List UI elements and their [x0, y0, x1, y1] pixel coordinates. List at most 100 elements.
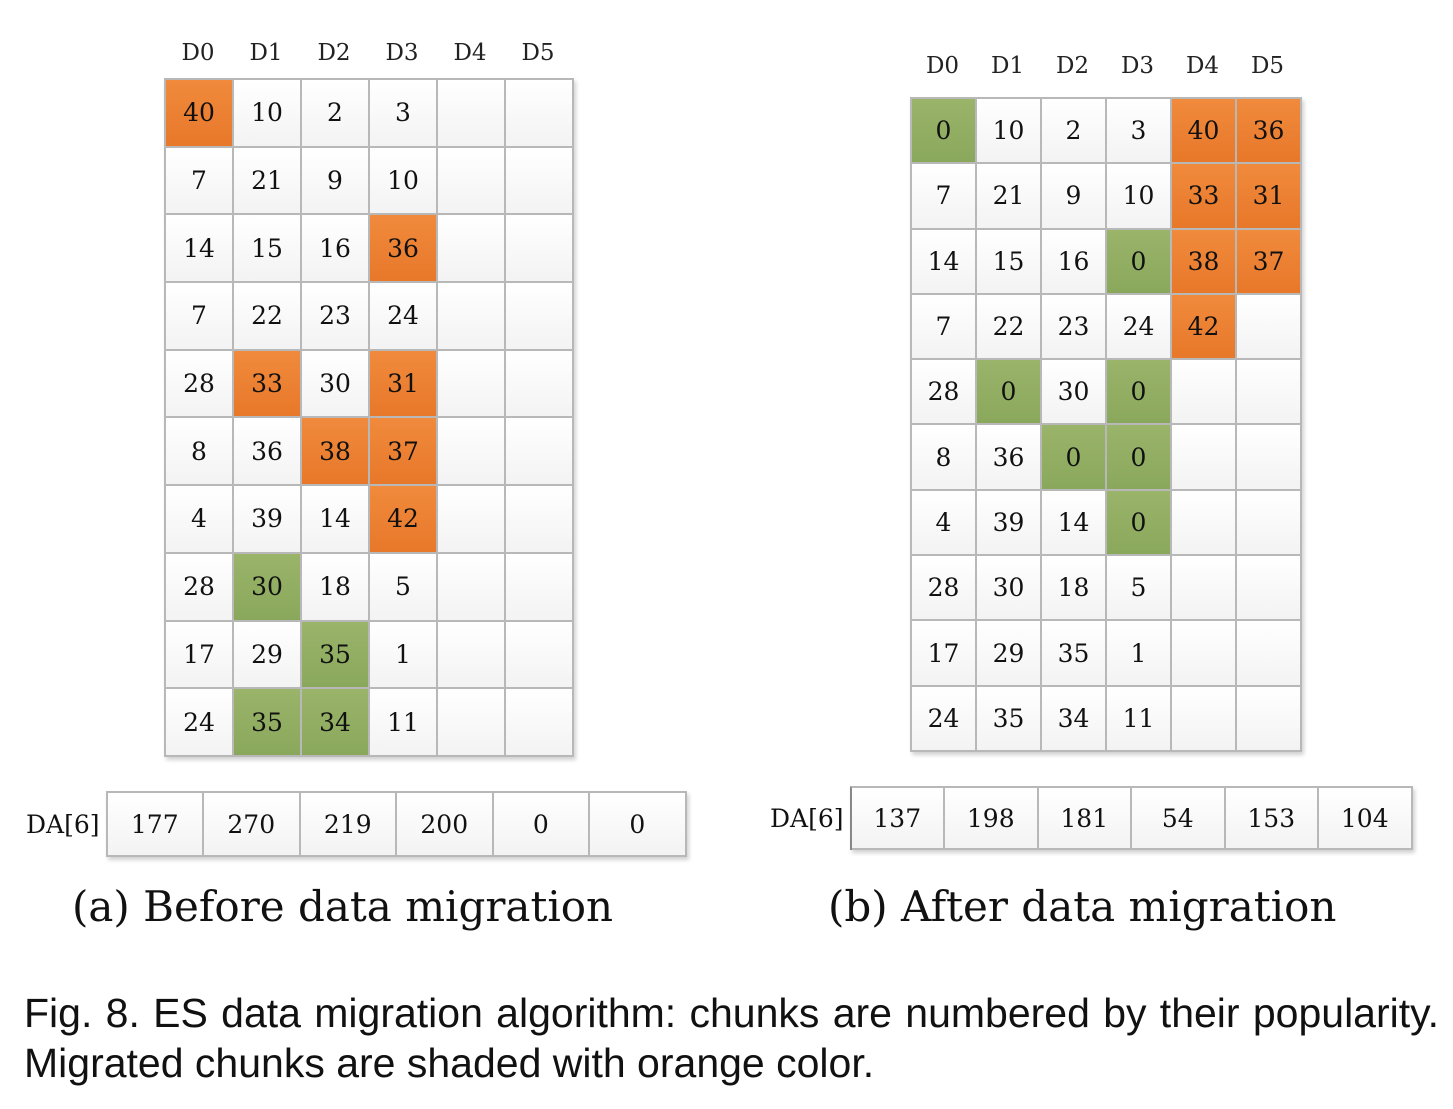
chunk-cell: 28 — [166, 350, 234, 419]
chunk-cell: 7 — [166, 147, 234, 216]
chunk-cell — [1237, 425, 1302, 491]
chunk-cell — [506, 418, 574, 487]
chunk-cell — [1237, 621, 1302, 687]
chunk-cell — [438, 283, 506, 351]
chunk-grid: 0 10 2 3 40 36 7 21 9 10 33 31 14 15 16 0 38 37 7 22 23 24 42 2… — [910, 97, 1302, 752]
chunk-cell: 10 — [977, 99, 1042, 165]
chunk-cell — [1172, 490, 1237, 557]
chunk-cell: 11 — [370, 689, 438, 757]
da-cell: 270 — [204, 793, 301, 857]
chunk-cell — [1172, 425, 1237, 491]
chunk-cell: 23 — [302, 283, 370, 351]
da-cell: 200 — [397, 793, 494, 857]
chunk-cell: 18 — [302, 553, 370, 622]
chunk-grid: 40 10 2 3 7 21 9 10 14 15 16 36 7 22 23 24 28 33 30 31 8 36 38… — [164, 78, 574, 757]
da-cell: 0 — [590, 793, 687, 857]
chunk-cell — [438, 350, 506, 419]
chunk-cell-green: 35 — [234, 689, 302, 757]
column-header: D1 — [990, 53, 1025, 79]
chunk-cell-orange: 37 — [1237, 229, 1302, 295]
column-header: D4 — [1185, 53, 1220, 79]
chunk-cell — [506, 215, 574, 284]
chunk-cell-green: 35 — [302, 621, 370, 690]
da-cell: 177 — [107, 793, 205, 857]
chunk-cell: 35 — [1042, 621, 1107, 687]
chunk-cell: 29 — [234, 621, 302, 690]
chunk-cell: 14 — [912, 229, 977, 295]
chunk-cell: 2 — [1042, 99, 1107, 165]
chunk-cell-green: 34 — [302, 689, 370, 757]
chunk-cell-orange: 42 — [1172, 294, 1237, 361]
column-header: D4 — [453, 40, 487, 66]
chunk-cell: 15 — [234, 215, 302, 284]
chunk-cell — [438, 486, 506, 554]
column-header: D5 — [1250, 53, 1285, 79]
chunk-cell — [1237, 686, 1302, 752]
chunk-cell: 7 — [166, 283, 234, 351]
chunk-cell: 21 — [977, 164, 1042, 230]
column-header: D0 — [181, 40, 215, 66]
column-header: D0 — [925, 53, 960, 79]
chunk-cell — [506, 689, 574, 757]
chunk-cell: 10 — [1107, 164, 1172, 230]
subcaption-b: (b) After data migration — [828, 882, 1337, 931]
chunk-cell: 30 — [1042, 360, 1107, 426]
chunk-cell-orange: 37 — [370, 418, 438, 487]
da-label: DA[6] — [770, 803, 844, 833]
chunk-cell — [506, 147, 574, 216]
chunk-cell — [1237, 294, 1302, 361]
chunk-cell: 39 — [234, 486, 302, 554]
chunk-cell: 14 — [1042, 490, 1107, 557]
subcaption-a: (a) Before data migration — [72, 882, 614, 931]
column-header: D5 — [521, 40, 555, 66]
chunk-cell: 9 — [1042, 164, 1107, 230]
chunk-cell: 4 — [166, 486, 234, 554]
chunk-cell-green: 30 — [234, 553, 302, 622]
chunk-cell — [1237, 490, 1302, 557]
chunk-cell-green: 0 — [912, 99, 977, 165]
chunk-cell: 21 — [234, 147, 302, 216]
chunk-cell: 28 — [912, 556, 977, 622]
chunk-cell: 7 — [912, 164, 977, 230]
chunk-cell — [1172, 686, 1237, 752]
chunk-cell-orange: 36 — [370, 215, 438, 284]
chunk-cell-green: 0 — [1107, 360, 1172, 426]
chunk-cell: 23 — [1042, 294, 1107, 361]
chunk-cell: 39 — [977, 490, 1042, 557]
chunk-cell: 8 — [912, 425, 977, 491]
chunk-cell: 14 — [302, 486, 370, 554]
chunk-cell: 15 — [977, 229, 1042, 295]
chunk-cell: 7 — [912, 294, 977, 361]
column-header: D2 — [1055, 53, 1090, 79]
da-cells: 177 270 219 200 0 0 — [105, 791, 687, 857]
chunk-cell — [438, 215, 506, 284]
chunk-cell-orange: 38 — [302, 418, 370, 487]
chunk-cell: 34 — [1042, 686, 1107, 752]
column-header: D2 — [317, 40, 351, 66]
da-array-after: DA[6] 137 198 181 54 153 104 — [770, 786, 1413, 850]
da-cell: 104 — [1319, 788, 1413, 850]
chunk-cell — [506, 486, 574, 554]
chunk-cell-orange: 33 — [1172, 164, 1237, 230]
chunk-cell-green: 0 — [1042, 425, 1107, 491]
chunk-cell — [506, 553, 574, 622]
figure-caption: Fig. 8. ES data migration algorithm: chu… — [24, 990, 1439, 1086]
chunk-cell-orange: 40 — [166, 80, 234, 148]
da-cell: 0 — [493, 793, 591, 857]
chunk-cell — [506, 350, 574, 419]
chunk-cell — [506, 283, 574, 351]
da-cell: 181 — [1038, 788, 1133, 850]
chunk-cell: 30 — [977, 556, 1042, 622]
chunk-cell: 28 — [166, 553, 234, 622]
chunk-cell — [438, 689, 506, 757]
da-cell: 219 — [300, 793, 398, 857]
chunk-cell: 8 — [166, 418, 234, 487]
chunk-cell — [1237, 556, 1302, 622]
chunk-cell: 24 — [370, 283, 438, 351]
da-cell: 153 — [1225, 788, 1320, 850]
chunk-cell: 28 — [912, 360, 977, 426]
chunk-cell-green: 0 — [1107, 229, 1172, 295]
chunk-cell: 36 — [234, 418, 302, 487]
chunk-cell — [438, 418, 506, 487]
da-array-before: DA[6] 177 270 219 200 0 0 — [26, 791, 687, 857]
